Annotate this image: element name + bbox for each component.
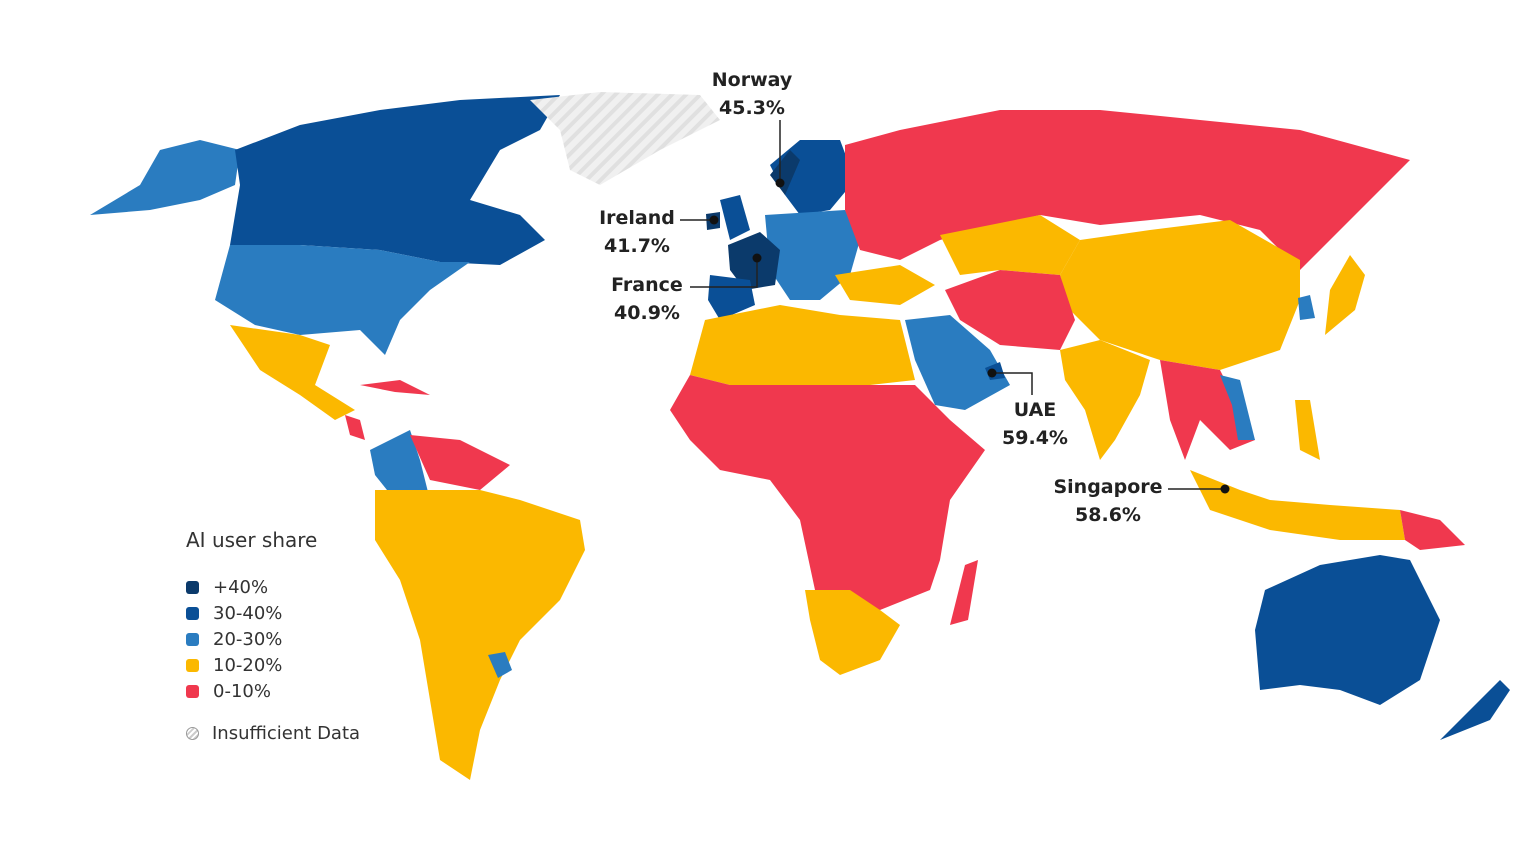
region-usa xyxy=(215,245,470,355)
region-cuba xyxy=(360,380,430,395)
legend-title: AI user share xyxy=(186,528,318,552)
region-india xyxy=(1060,340,1150,460)
swatch xyxy=(186,684,199,698)
region-uk xyxy=(720,195,750,240)
callout-value: 58.6% xyxy=(1075,504,1141,526)
legend-item: 20-30% xyxy=(186,626,360,652)
region-japan xyxy=(1325,255,1365,335)
region-central-america xyxy=(345,415,365,440)
region-madagascar xyxy=(950,560,978,625)
region-central-europe xyxy=(765,210,860,300)
callout-value: 40.9% xyxy=(614,302,680,324)
callout-lines xyxy=(680,120,1225,490)
region-southeast-asia xyxy=(1160,360,1255,460)
callout-country: Ireland xyxy=(599,207,675,229)
region-venezuela xyxy=(410,435,510,490)
region-canada xyxy=(230,95,560,265)
swatch xyxy=(186,658,199,672)
region-south-america xyxy=(375,490,585,780)
region-central-africa xyxy=(670,375,985,610)
callout-norway: Norway 45.3% xyxy=(700,66,804,122)
legend-item-insufficient: Insufficient Data xyxy=(186,720,360,746)
legend-item: 0-10% xyxy=(186,678,360,704)
region-alaska xyxy=(90,140,240,215)
callout-value: 41.7% xyxy=(604,235,670,257)
legend-label: 30-40% xyxy=(213,602,283,624)
region-russia xyxy=(845,110,1410,270)
france-dot xyxy=(752,253,762,263)
region-central-asia xyxy=(940,215,1080,275)
region-greenland xyxy=(530,92,720,185)
callout-country: France xyxy=(611,274,683,296)
callout-uae: UAE 59.4% xyxy=(995,396,1075,452)
region-saudi xyxy=(905,315,1010,410)
legend-label: Insufficient Data xyxy=(212,722,361,744)
swatch xyxy=(186,580,199,594)
callout-value: 59.4% xyxy=(1002,427,1068,449)
callout-dots xyxy=(709,178,1230,494)
legend-label: 10-20% xyxy=(213,654,283,676)
swatch xyxy=(186,632,199,646)
legend-label: 20-30% xyxy=(213,628,283,650)
region-mexico xyxy=(230,325,355,420)
singapore-dot xyxy=(1220,484,1230,494)
hatch-icon xyxy=(186,726,199,740)
region-iran-pakistan xyxy=(945,270,1075,350)
norway-dot xyxy=(775,178,785,188)
region-papua xyxy=(1400,510,1465,550)
legend-label: +40% xyxy=(213,576,269,598)
legend-item: 30-40% xyxy=(186,600,360,626)
region-vietnam xyxy=(1220,375,1255,440)
region-australia xyxy=(1255,555,1440,705)
callout-country: UAE xyxy=(1013,399,1057,421)
legend: AI user share +40% 30-40% 20-30% 10-20% … xyxy=(186,528,360,746)
region-korea xyxy=(1298,295,1315,320)
callout-ireland: Ireland 41.7% xyxy=(590,204,684,260)
callout-france: France 40.9% xyxy=(600,271,694,327)
region-colombia xyxy=(370,430,430,500)
region-china xyxy=(1060,220,1300,370)
swatch xyxy=(186,606,199,620)
callout-value: 45.3% xyxy=(719,97,785,119)
region-new-zealand xyxy=(1440,680,1510,740)
region-turkey-balkans xyxy=(835,265,935,305)
callout-country: Norway xyxy=(711,69,793,91)
ireland-dot xyxy=(709,215,719,225)
region-indonesia xyxy=(1190,470,1405,540)
callout-singapore: Singapore 58.6% xyxy=(1050,473,1166,529)
legend-item: 10-20% xyxy=(186,652,360,678)
region-uruguay xyxy=(488,652,512,678)
callout-country: Singapore xyxy=(1053,476,1163,498)
region-southern-africa xyxy=(805,590,900,675)
legend-item: +40% xyxy=(186,574,360,600)
region-philippines xyxy=(1295,400,1320,460)
region-north-africa xyxy=(690,305,915,385)
legend-label: 0-10% xyxy=(213,680,271,702)
uae-dot xyxy=(987,368,997,378)
